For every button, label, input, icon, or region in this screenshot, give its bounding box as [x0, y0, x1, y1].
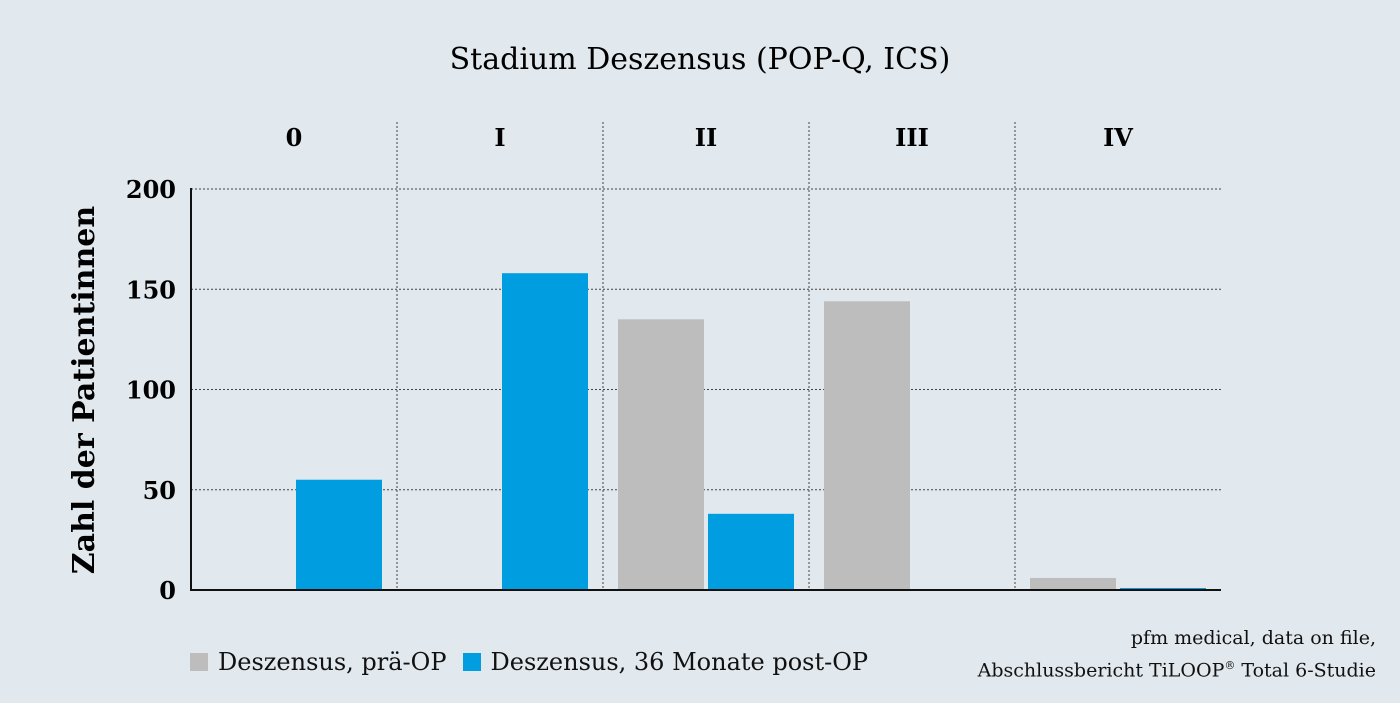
legend-label-pre-op: Deszensus, prä-OP	[218, 648, 447, 676]
bar-post-op-IV	[1120, 587, 1206, 590]
y-tick-label: 100	[126, 376, 176, 405]
x-category-label: III	[895, 123, 929, 152]
y-axis-label: Zahl der Patientinnen	[67, 206, 102, 575]
y-tick-label: 150	[126, 275, 176, 304]
source-line-2-suffix: Total 6-Studie	[1235, 659, 1376, 682]
y-tick-label: 50	[143, 476, 176, 505]
bar-pre-op-III	[824, 301, 910, 590]
bars-group	[296, 273, 1206, 590]
legend: Deszensus, prä-OP Deszensus, 36 Monate p…	[190, 648, 868, 676]
source-line-2: Abschlussbericht TiLOOP® Total 6-Studie	[978, 652, 1376, 684]
source-note: pfm medical, data on file, Abschlussberi…	[978, 624, 1376, 684]
chart-title: Stadium Deszensus (POP-Q, ICS)	[450, 42, 951, 77]
x-category-label: 0	[286, 123, 303, 152]
axes	[190, 188, 1221, 591]
y-tick-label: 200	[126, 175, 176, 204]
bar-post-op-0	[296, 479, 382, 590]
bar-post-op-I	[502, 273, 588, 590]
gridlines	[191, 122, 1221, 590]
legend-item-pre-op: Deszensus, prä-OP	[190, 648, 447, 676]
legend-swatch-post-op	[462, 653, 481, 671]
legend-swatch-pre-op	[190, 653, 208, 671]
x-category-label: II	[695, 123, 717, 152]
x-category-label: I	[494, 123, 505, 152]
bar-pre-op-IV	[1030, 577, 1116, 590]
source-line-1: pfm medical, data on file,	[1130, 627, 1376, 649]
x-category-label: IV	[1103, 123, 1133, 152]
source-line-2-prefix: Abschlussbericht TiLOOP	[977, 659, 1225, 682]
legend-item-post-op: Deszensus, 36 Monate post-OP	[462, 648, 869, 676]
y-tick-label: 0	[159, 576, 176, 605]
bar-post-op-II	[708, 513, 794, 590]
registered-mark: ®	[1224, 659, 1236, 672]
bar-pre-op-II	[618, 319, 704, 590]
legend-label-post-op: Deszensus, 36 Monate post-OP	[490, 648, 869, 676]
